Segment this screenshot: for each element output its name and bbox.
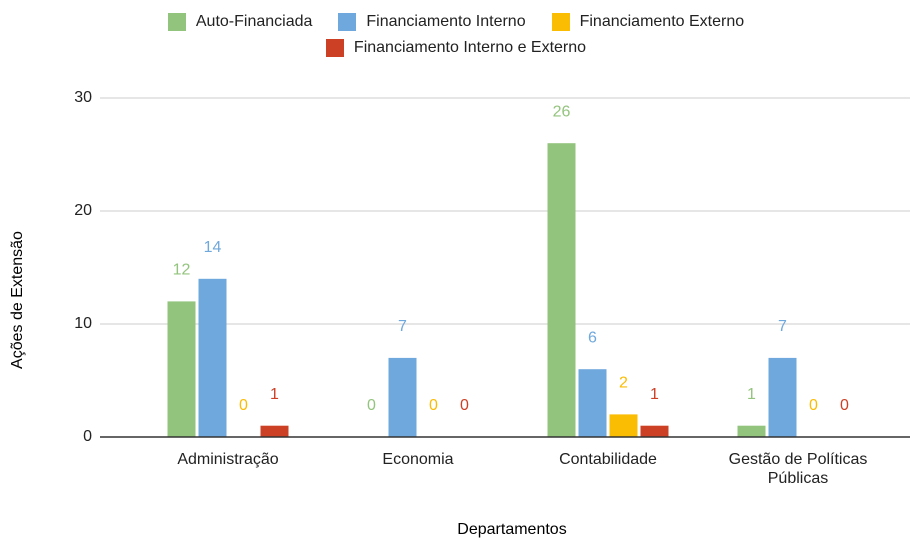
legend-label: Financiamento Externo (579, 13, 745, 30)
value-label: 0 (460, 397, 469, 414)
bar (578, 369, 607, 437)
y-tick-label: 30 (74, 89, 92, 106)
y-tick-label: 0 (83, 428, 92, 445)
value-label: 0 (840, 397, 849, 414)
bar (388, 357, 417, 437)
x-axis-title: Departamentos (457, 521, 566, 538)
value-label: 26 (553, 103, 571, 120)
x-tick-label: Contabilidade (559, 451, 657, 468)
legend-item: Financiamento Interno e Externo (325, 38, 587, 58)
x-tick-label: Economia (382, 451, 454, 468)
bar (547, 143, 576, 437)
value-label: 14 (204, 239, 222, 256)
value-label: 1 (747, 386, 756, 403)
y-tick-label: 10 (74, 315, 92, 332)
legend-swatch (551, 13, 570, 31)
legend-swatch (325, 39, 344, 57)
value-label: 0 (239, 397, 248, 414)
legend-label: Financiamento Interno e Externo (353, 39, 587, 56)
legend-swatch (167, 13, 186, 31)
legend-item: Financiamento Interno (338, 12, 526, 32)
value-label: 1 (270, 386, 279, 403)
legend-label: Auto-Financiada (195, 13, 313, 30)
value-label: 6 (588, 329, 597, 346)
value-label: 0 (367, 397, 376, 414)
legend-item: Financiamento Externo (551, 12, 745, 32)
bar (737, 425, 766, 437)
legend-swatch (338, 13, 357, 31)
value-label: 12 (173, 262, 191, 279)
value-label: 1 (650, 386, 659, 403)
value-label: 7 (398, 318, 407, 335)
bar (609, 414, 638, 437)
bar (260, 425, 289, 437)
value-label: 2 (619, 375, 628, 392)
bar (167, 301, 196, 437)
legend-label: Financiamento Interno (366, 13, 526, 30)
x-tick-label: Gestão de Políticas Públicas (728, 451, 868, 487)
x-tick-label: Administração (177, 451, 279, 468)
value-label: 7 (778, 318, 787, 335)
bar (198, 278, 227, 437)
bar (768, 357, 797, 437)
y-axis-title: Ações de Extensão (9, 231, 26, 369)
legend-item: Auto-Financiada (167, 12, 313, 32)
y-tick-label: 20 (74, 202, 92, 219)
value-label: 0 (429, 397, 438, 414)
value-label: 0 (809, 397, 818, 414)
legend: Auto-Financiada Financiamento Interno Fina… (96, 12, 816, 58)
bar (640, 425, 669, 437)
